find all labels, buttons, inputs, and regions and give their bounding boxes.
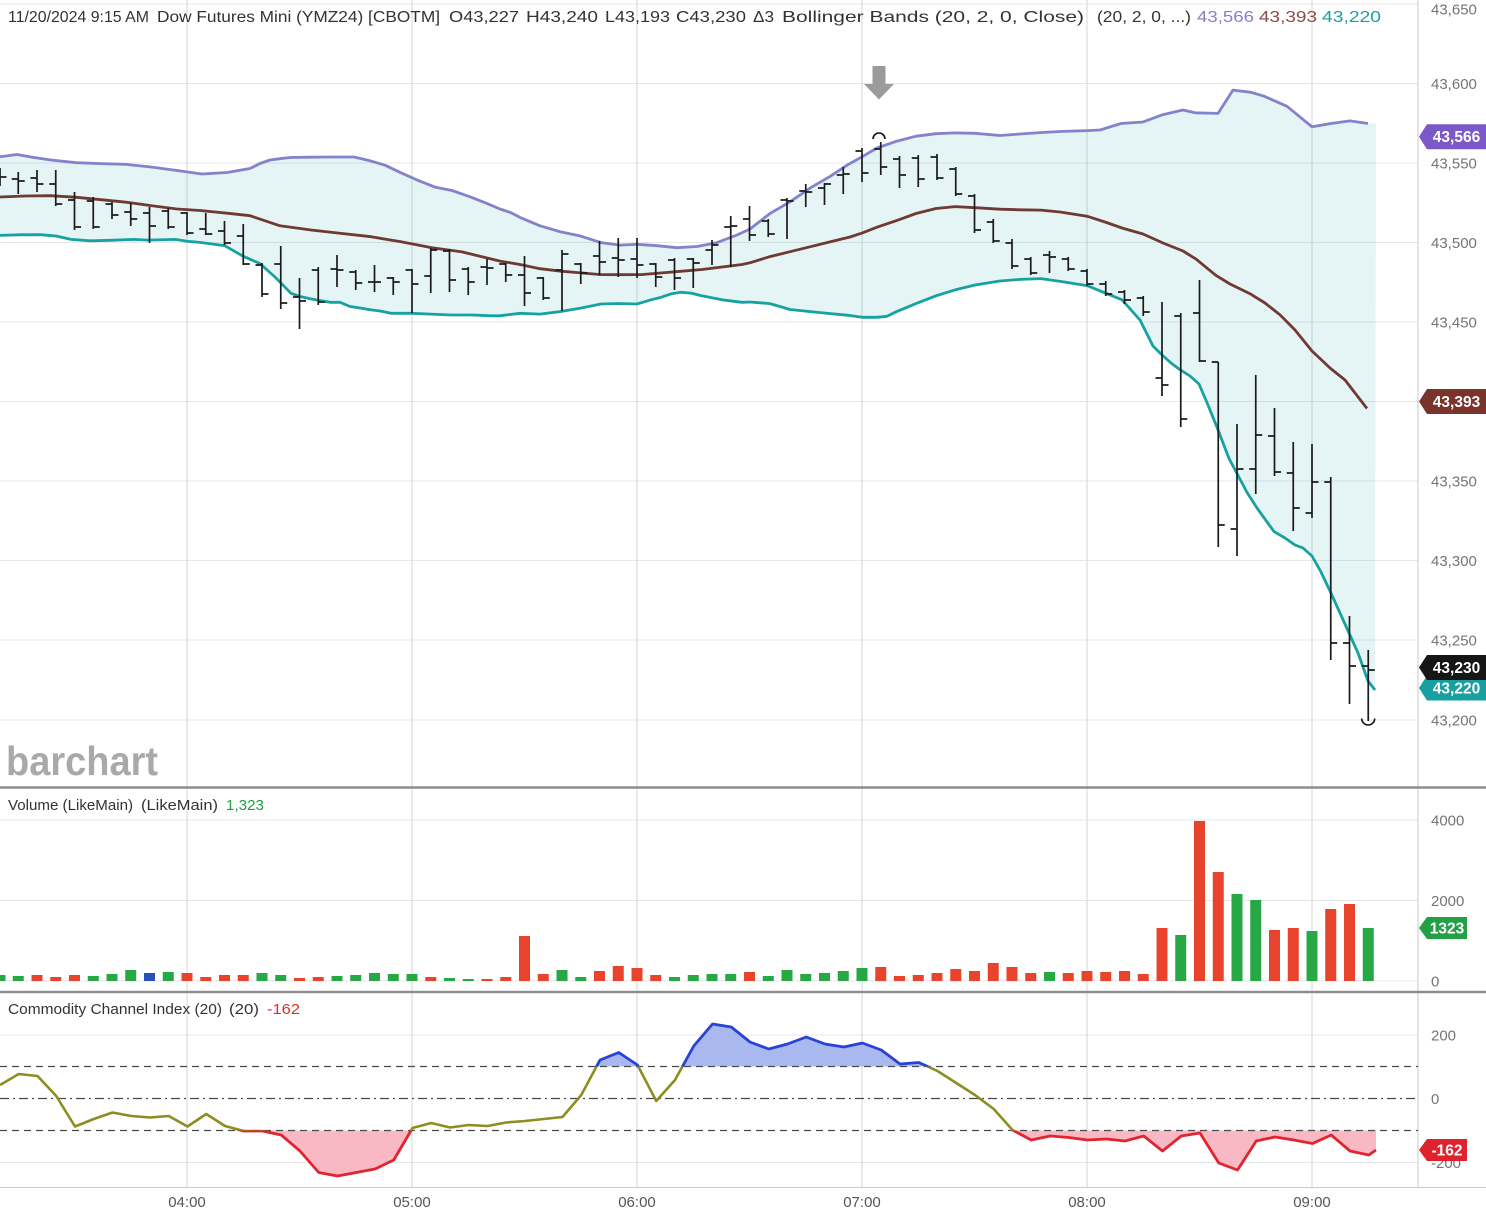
svg-text:Δ3: Δ3: [753, 9, 774, 26]
svg-text:0: 0: [1431, 974, 1439, 991]
svg-text:07:00: 07:00: [843, 1194, 881, 1211]
svg-text:43,393: 43,393: [1433, 394, 1481, 411]
svg-text:(LikeMain): (LikeMain): [141, 797, 218, 814]
svg-text:43,600: 43,600: [1431, 76, 1477, 93]
svg-text:43,250: 43,250: [1431, 633, 1477, 650]
svg-text:43,393: 43,393: [1259, 9, 1317, 26]
svg-text:4000: 4000: [1431, 813, 1464, 830]
svg-text:43,350: 43,350: [1431, 474, 1477, 491]
svg-text:43,650: 43,650: [1431, 2, 1477, 19]
svg-text:43,500: 43,500: [1431, 235, 1477, 252]
svg-text:Bollinger Bands (20, 2, 0, Clo: Bollinger Bands (20, 2, 0, Close): [782, 9, 1084, 26]
svg-text:09:00: 09:00: [1293, 1194, 1331, 1211]
svg-text:43,300: 43,300: [1431, 553, 1477, 570]
svg-text:05:00: 05:00: [393, 1194, 431, 1211]
svg-text:barchart: barchart: [6, 738, 158, 784]
svg-text:1323: 1323: [1430, 921, 1465, 938]
svg-text:43,200: 43,200: [1431, 713, 1477, 730]
svg-text:O43,227: O43,227: [449, 9, 519, 26]
svg-text:C43,230: C43,230: [676, 9, 746, 26]
svg-text:1,323: 1,323: [226, 797, 264, 814]
svg-text:Dow Futures Mini (YMZ24) [CBOT: Dow Futures Mini (YMZ24) [CBOTM]: [157, 9, 440, 26]
svg-text:0: 0: [1431, 1091, 1439, 1108]
svg-text:43,220: 43,220: [1322, 9, 1381, 26]
svg-text:04:00: 04:00: [168, 1194, 206, 1211]
svg-text:L43,193: L43,193: [605, 9, 670, 26]
svg-text:Commodity Channel Index (20): Commodity Channel Index (20): [8, 1001, 222, 1018]
svg-text:(20, 2, 0, ...): (20, 2, 0, ...): [1097, 9, 1191, 26]
svg-text:08:00: 08:00: [1068, 1194, 1106, 1211]
svg-text:-162: -162: [1431, 1143, 1462, 1160]
svg-text:43,566: 43,566: [1433, 129, 1481, 146]
svg-text:43,550: 43,550: [1431, 156, 1477, 173]
svg-text:-162: -162: [267, 1001, 300, 1018]
svg-text:43,230: 43,230: [1433, 660, 1480, 677]
svg-text:43,566: 43,566: [1197, 9, 1254, 26]
svg-text:2000: 2000: [1431, 893, 1464, 910]
svg-text:06:00: 06:00: [618, 1194, 656, 1211]
svg-text:43,220: 43,220: [1433, 681, 1480, 698]
svg-text:Volume (LikeMain): Volume (LikeMain): [8, 797, 133, 814]
svg-text:H43,240: H43,240: [526, 9, 598, 26]
svg-text:200: 200: [1431, 1028, 1456, 1045]
svg-text:43,450: 43,450: [1431, 315, 1477, 332]
svg-text:(20): (20): [229, 1001, 259, 1018]
svg-text:11/20/2024 9:15 AM: 11/20/2024 9:15 AM: [8, 9, 149, 26]
